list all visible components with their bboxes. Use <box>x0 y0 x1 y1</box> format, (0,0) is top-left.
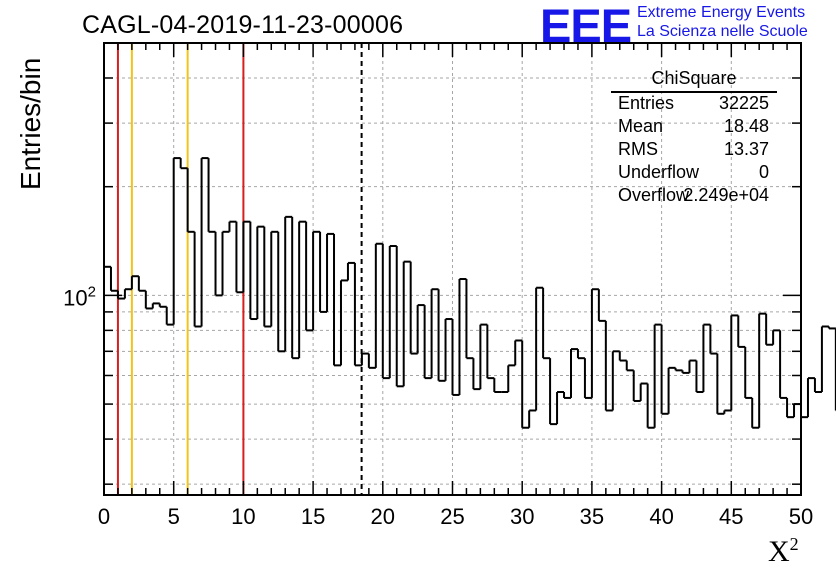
logo-line-1: Extreme Energy Events <box>637 4 806 21</box>
stats-key: Underflow <box>618 162 700 182</box>
eee-logo: EEE <box>540 0 632 52</box>
stats-key: Entries <box>618 93 675 113</box>
x-tick-label: 30 <box>510 504 534 529</box>
stats-row-underflow: Underflow 0 <box>618 162 769 184</box>
stats-key: RMS <box>618 139 658 159</box>
stats-row-entries: Entries 32225 <box>618 93 769 115</box>
x-axis-title-sup: 2 <box>789 534 799 554</box>
x-axis-title-base: X <box>768 535 790 568</box>
stats-divider <box>611 91 777 93</box>
y-tick-label: 102 <box>63 283 96 310</box>
x-tick-label: 5 <box>168 504 180 529</box>
y-axis-title: Entries/bin <box>15 57 46 190</box>
x-tick-label: 25 <box>440 504 464 529</box>
statistics-box: ChiSquare Entries 32225 Mean 18.48 RMS 1… <box>611 68 777 206</box>
x-tick-label: 45 <box>719 504 743 529</box>
stats-row-mean: Mean 18.48 <box>618 116 769 138</box>
stats-title: ChiSquare <box>651 68 737 88</box>
x-tick-label: 35 <box>580 504 604 529</box>
stats-value: 32225 <box>718 93 769 113</box>
stats-row-rms: RMS 13.37 <box>618 139 769 161</box>
x-tick-label: 50 <box>789 504 813 529</box>
chart-title: CAGL-04-2019-11-23-00006 <box>82 11 404 39</box>
stats-value: 0 <box>758 162 769 182</box>
x-tick-label: 10 <box>231 504 255 529</box>
marker-lines <box>116 43 363 495</box>
stats-value: 2.249e+04 <box>683 185 769 205</box>
stats-row-overflow: Overflow 2.249e+04 <box>618 185 769 207</box>
stats-value: 18.48 <box>723 116 769 136</box>
x-tick-label: 40 <box>649 504 673 529</box>
histogram-series <box>103 157 836 495</box>
axis-tick-labels: 0 5 10 15 20 25 30 35 40 45 50 102 <box>63 283 813 529</box>
stats-value: 13.37 <box>723 139 769 159</box>
stats-key: Overflow <box>618 185 690 205</box>
x-axis-title: X2 <box>768 534 799 569</box>
x-tick-label: 20 <box>371 504 395 529</box>
logo-line-2: La Scienza nelle Scuole <box>637 23 808 40</box>
axis-ticks <box>103 42 802 495</box>
x-tick-label: 0 <box>98 504 110 529</box>
x-tick-label: 15 <box>301 504 325 529</box>
stats-key: Mean <box>618 116 664 136</box>
